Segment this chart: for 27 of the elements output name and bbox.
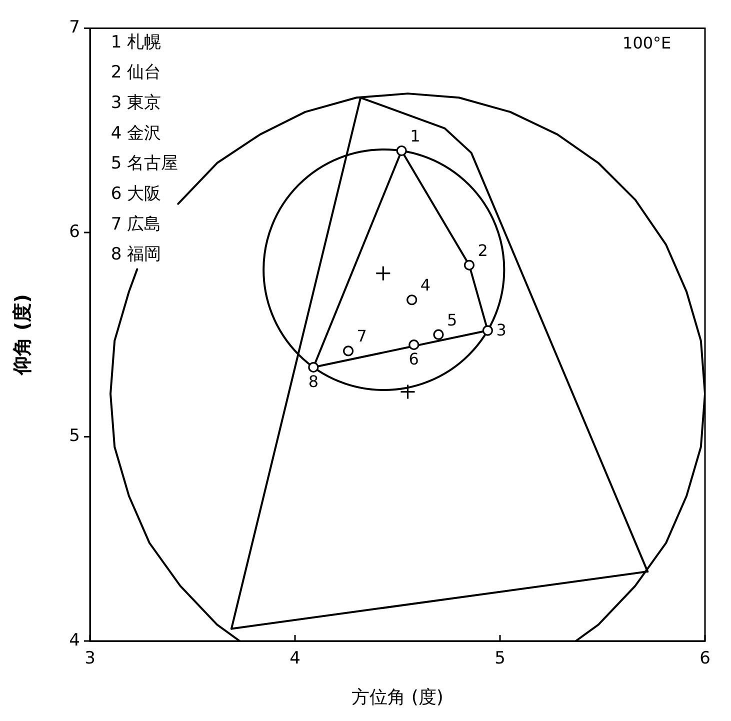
x-tick-label: 5 (494, 648, 506, 669)
annotation: 5 名古屋 (110, 154, 178, 174)
annotation: 1 札幌 (110, 32, 162, 52)
annotation: 8 福岡 (110, 244, 162, 265)
y-axis-title: 仰角 (度) (11, 294, 34, 376)
x-tick-label: 3 (84, 648, 96, 669)
chart-title: 100°E (622, 33, 672, 52)
annotation: 4 (420, 276, 431, 295)
annotation: 5 (446, 310, 458, 330)
annotation: 2 仙台 (110, 62, 162, 83)
annotation: 6 (408, 349, 419, 368)
y-tick-label: 7 (69, 18, 80, 38)
y-tick-label: 6 (69, 222, 80, 242)
annotation: 7 広島 (110, 214, 162, 234)
annotation: 8 (308, 372, 319, 391)
annotation: 6 大阪 (110, 184, 162, 204)
y-tick-label: 4 (69, 630, 80, 650)
y-tick-label: 5 (69, 426, 80, 446)
x-tick-label: 4 (290, 648, 300, 669)
x-axis-title: 方位角 (度) (352, 686, 444, 708)
x-tick-label: 6 (700, 648, 710, 669)
annotation: 2 (478, 240, 488, 260)
annotation: 4 金沢 (110, 123, 162, 144)
annotation: 3 (496, 320, 506, 340)
annotation: 3 東京 (110, 92, 162, 113)
annotation: 7 (356, 326, 367, 346)
annotation: 1 (410, 126, 420, 146)
